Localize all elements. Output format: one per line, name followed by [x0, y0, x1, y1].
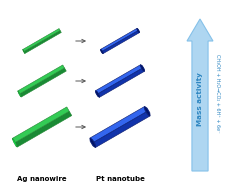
Text: Ag nanowire: Ag nanowire: [17, 176, 67, 182]
Polygon shape: [15, 111, 72, 147]
Polygon shape: [101, 49, 103, 54]
Polygon shape: [97, 67, 143, 94]
Text: CH₃OH + H₂O→CO₂ + 6H⁺ + 6e⁻: CH₃OH + H₂O→CO₂ + 6H⁺ + 6e⁻: [215, 54, 220, 132]
Polygon shape: [96, 91, 99, 97]
Polygon shape: [137, 29, 139, 33]
Polygon shape: [92, 110, 147, 143]
Polygon shape: [101, 28, 138, 51]
Polygon shape: [23, 50, 25, 53]
Polygon shape: [141, 65, 144, 71]
Polygon shape: [18, 91, 21, 97]
Polygon shape: [101, 50, 103, 53]
Polygon shape: [96, 65, 143, 94]
Polygon shape: [90, 106, 147, 143]
Polygon shape: [23, 29, 60, 51]
Polygon shape: [101, 30, 138, 52]
Polygon shape: [141, 65, 144, 71]
Polygon shape: [144, 107, 150, 116]
Polygon shape: [12, 138, 17, 147]
Polygon shape: [18, 65, 64, 94]
Polygon shape: [93, 111, 150, 147]
Polygon shape: [102, 30, 139, 54]
Text: Mass activity: Mass activity: [197, 72, 203, 126]
Polygon shape: [98, 68, 144, 97]
Polygon shape: [187, 19, 213, 171]
Polygon shape: [19, 68, 66, 97]
Polygon shape: [90, 138, 96, 147]
Polygon shape: [137, 28, 139, 33]
Polygon shape: [96, 91, 99, 97]
Polygon shape: [144, 106, 150, 116]
Text: Pt nanotube: Pt nanotube: [96, 176, 144, 182]
Polygon shape: [12, 107, 69, 143]
Polygon shape: [24, 30, 61, 53]
Polygon shape: [90, 138, 96, 147]
